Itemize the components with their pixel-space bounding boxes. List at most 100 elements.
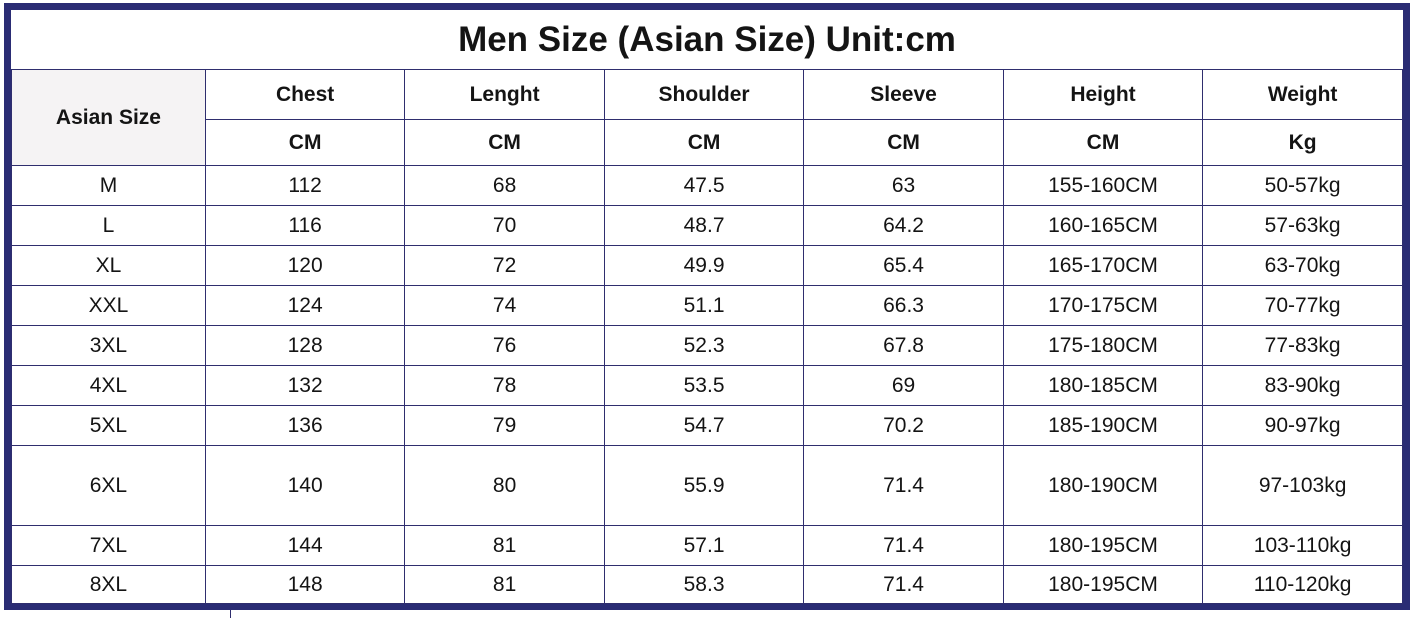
value-cell-sleeve: 67.8 xyxy=(803,325,1004,366)
value-cell-lenght: 81 xyxy=(404,525,605,566)
table-body: M 112 68 47.5 63 155-160CM 50-57kg L 116 70 48.7 64… xyxy=(11,165,1403,604)
value-cell-sleeve: 66.3 xyxy=(803,285,1004,326)
value-cell-weight: 77-83kg xyxy=(1202,325,1403,366)
table-row-5xl: 5XL 136 79 54.7 70.2 185-190CM 90-97kg xyxy=(11,405,1403,446)
value-cell-sleeve: 71.4 xyxy=(803,445,1004,526)
table-title: Men Size (Asian Size) Unit:cm xyxy=(458,19,956,59)
size-cell: XXL xyxy=(11,285,206,326)
value-cell-shoulder: 54.7 xyxy=(603,405,805,446)
value-cell-shoulder: 57.1 xyxy=(603,525,805,566)
value-cell-chest: 128 xyxy=(204,325,406,366)
value-cell-lenght: 78 xyxy=(404,365,605,406)
value-cell-chest: 112 xyxy=(204,165,406,206)
column-header-height: Height xyxy=(1002,69,1204,120)
column-unit-lenght: CM xyxy=(404,119,605,166)
table-row-3xl: 3XL 128 76 52.3 67.8 175-180CM 77-83kg xyxy=(11,325,1403,366)
value-cell-chest: 144 xyxy=(204,525,406,566)
column-unit-weight: Kg xyxy=(1202,119,1403,166)
value-cell-shoulder: 55.9 xyxy=(603,445,805,526)
table-header: Asian Size Chest Lenght Shoulder Sleeve Heig… xyxy=(11,69,1403,166)
header-label-row: Asian Size Chest Lenght Shoulder Sleeve Heig… xyxy=(11,69,1403,166)
column-header-sleeve: Sleeve xyxy=(803,69,1004,120)
value-cell-height: 180-185CM xyxy=(1002,365,1204,406)
cropped-cell-divider xyxy=(230,610,231,618)
size-cell: 5XL xyxy=(11,405,206,446)
value-cell-sleeve: 65.4 xyxy=(803,245,1004,286)
value-cell-weight: 90-97kg xyxy=(1202,405,1403,446)
value-cell-weight: 57-63kg xyxy=(1202,205,1403,246)
value-cell-sleeve: 70.2 xyxy=(803,405,1004,446)
column-unit-shoulder: CM xyxy=(603,119,805,166)
value-cell-chest: 124 xyxy=(204,285,406,326)
size-cell: XL xyxy=(11,245,206,286)
value-cell-height: 170-175CM xyxy=(1002,285,1204,326)
value-cell-weight: 50-57kg xyxy=(1202,165,1403,206)
value-cell-sleeve: 64.2 xyxy=(803,205,1004,246)
value-cell-chest: 120 xyxy=(204,245,406,286)
value-cell-height: 180-190CM xyxy=(1002,445,1204,526)
value-cell-weight: 103-110kg xyxy=(1202,525,1403,566)
column-unit-chest: CM xyxy=(204,119,406,166)
size-table-frame: Men Size (Asian Size) Unit:cm Asian Size… xyxy=(4,3,1410,610)
value-cell-shoulder: 58.3 xyxy=(603,565,805,604)
size-cell: 4XL xyxy=(11,365,206,406)
value-cell-lenght: 76 xyxy=(404,325,605,366)
value-cell-lenght: 81 xyxy=(404,565,605,604)
size-cell: 3XL xyxy=(11,325,206,366)
value-cell-shoulder: 51.1 xyxy=(603,285,805,326)
value-cell-sleeve: 63 xyxy=(803,165,1004,206)
size-cell: 8XL xyxy=(11,565,206,604)
value-cell-sleeve: 69 xyxy=(803,365,1004,406)
column-header-lenght: Lenght xyxy=(404,69,605,120)
value-cell-chest: 116 xyxy=(204,205,406,246)
value-cell-chest: 140 xyxy=(204,445,406,526)
size-cell: 7XL xyxy=(11,525,206,566)
table-row-m: M 112 68 47.5 63 155-160CM 50-57kg xyxy=(11,165,1403,206)
value-cell-height: 175-180CM xyxy=(1002,325,1204,366)
value-cell-height: 180-195CM xyxy=(1002,525,1204,566)
value-cell-shoulder: 47.5 xyxy=(603,165,805,206)
value-cell-lenght: 70 xyxy=(404,205,605,246)
value-cell-height: 185-190CM xyxy=(1002,405,1204,446)
table-row-l: L 116 70 48.7 64.2 160-165CM 57-63kg xyxy=(11,205,1403,246)
value-cell-sleeve: 71.4 xyxy=(803,525,1004,566)
value-cell-lenght: 80 xyxy=(404,445,605,526)
column-unit-sleeve: CM xyxy=(803,119,1004,166)
column-header-chest: Chest xyxy=(204,69,406,120)
value-cell-weight: 110-120kg xyxy=(1202,565,1403,604)
size-cell: 6XL xyxy=(11,445,206,526)
size-cell: M xyxy=(11,165,206,206)
value-cell-lenght: 79 xyxy=(404,405,605,446)
value-cell-weight: 70-77kg xyxy=(1202,285,1403,326)
table-row-xl: XL 120 72 49.9 65.4 165-170CM 63-70kg xyxy=(11,245,1403,286)
value-cell-chest: 132 xyxy=(204,365,406,406)
value-cell-chest: 136 xyxy=(204,405,406,446)
table-row-7xl: 7XL 144 81 57.1 71.4 180-195CM 103-110kg xyxy=(11,525,1403,566)
value-cell-weight: 83-90kg xyxy=(1202,365,1403,406)
value-cell-sleeve: 71.4 xyxy=(803,565,1004,604)
corner-header-asian-size: Asian Size xyxy=(11,69,206,166)
table-row-8xl: 8XL 148 81 58.3 71.4 180-195CM 110-120kg xyxy=(11,565,1403,604)
value-cell-lenght: 74 xyxy=(404,285,605,326)
value-cell-height: 155-160CM xyxy=(1002,165,1204,206)
size-table: Asian Size Chest Lenght Shoulder Sleeve Heig… xyxy=(11,69,1403,604)
value-cell-weight: 97-103kg xyxy=(1202,445,1403,526)
cropped-next-row xyxy=(0,610,1414,618)
value-cell-shoulder: 49.9 xyxy=(603,245,805,286)
value-cell-shoulder: 53.5 xyxy=(603,365,805,406)
value-cell-shoulder: 52.3 xyxy=(603,325,805,366)
value-cell-chest: 148 xyxy=(204,565,406,604)
table-row-xxl: XXL 124 74 51.1 66.3 170-175CM 70-77kg xyxy=(11,285,1403,326)
value-cell-lenght: 72 xyxy=(404,245,605,286)
column-unit-height: CM xyxy=(1002,119,1204,166)
column-header-shoulder: Shoulder xyxy=(603,69,805,120)
table-row-4xl: 4XL 132 78 53.5 69 180-185CM 83-90kg xyxy=(11,365,1403,406)
value-cell-weight: 63-70kg xyxy=(1202,245,1403,286)
column-header-weight: Weight xyxy=(1202,69,1403,120)
value-cell-height: 160-165CM xyxy=(1002,205,1204,246)
size-cell: L xyxy=(11,205,206,246)
value-cell-height: 165-170CM xyxy=(1002,245,1204,286)
value-cell-lenght: 68 xyxy=(404,165,605,206)
value-cell-height: 180-195CM xyxy=(1002,565,1204,604)
